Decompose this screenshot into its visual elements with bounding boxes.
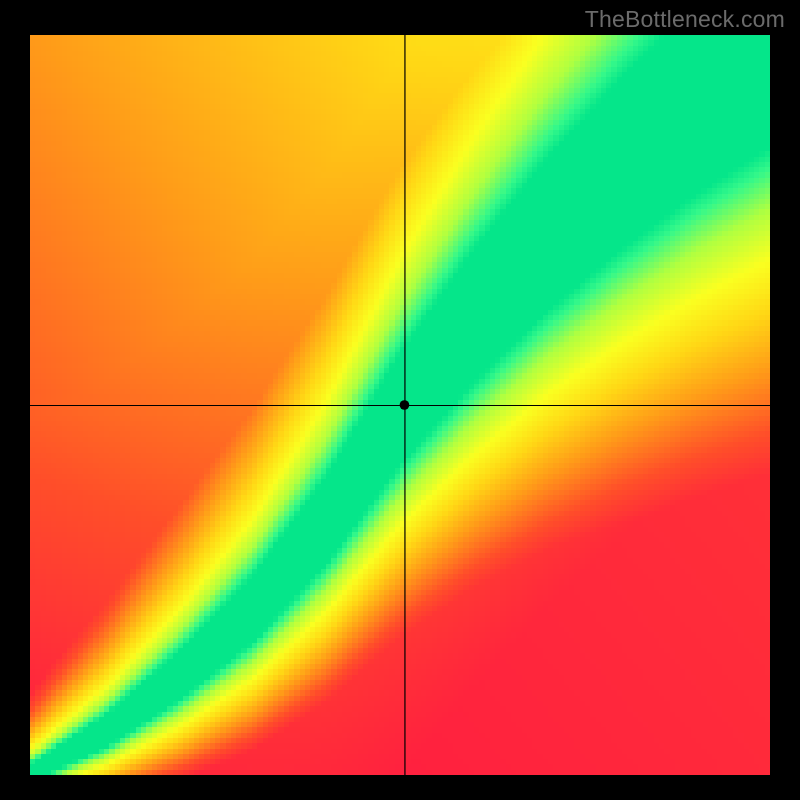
watermark-text: TheBottleneck.com (585, 6, 785, 33)
crosshair-overlay (0, 0, 800, 800)
